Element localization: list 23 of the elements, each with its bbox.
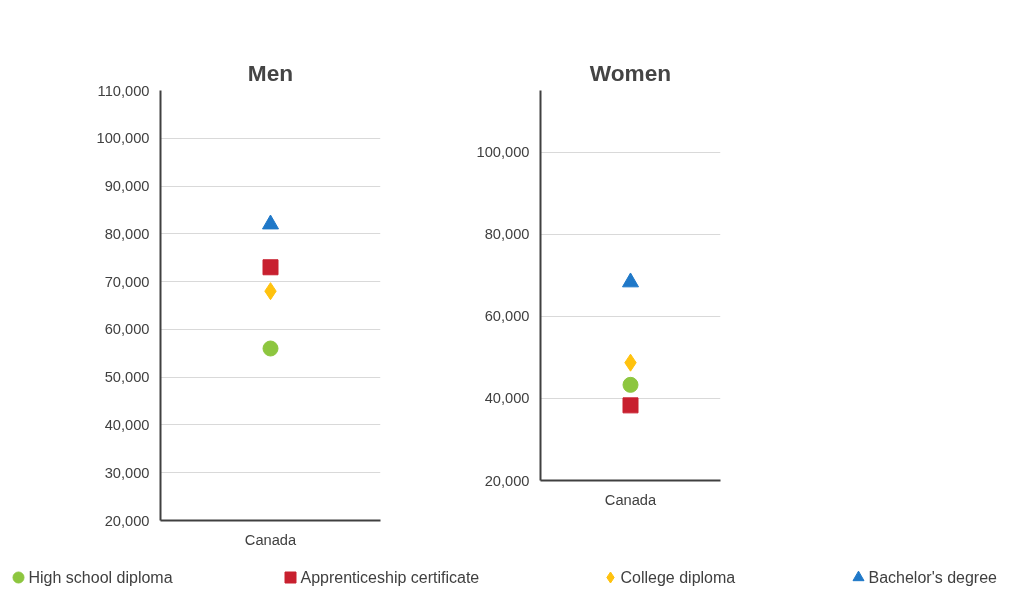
y-tick-label: 20,000 bbox=[484, 472, 530, 489]
y-tick-label: 40,000 bbox=[484, 390, 530, 407]
y-tick-label: 100,000 bbox=[476, 144, 530, 161]
x-tick-label: Canada bbox=[604, 491, 658, 508]
legend-label: Bachelor's degree bbox=[868, 569, 998, 586]
chart-title: Women bbox=[589, 59, 672, 86]
y-tick-label: 80,000 bbox=[484, 226, 530, 243]
legend-label: College diploma bbox=[620, 569, 736, 586]
y-tick-label: 30,000 bbox=[104, 464, 150, 481]
y-tick-label: 20,000 bbox=[104, 512, 150, 529]
x-tick-label: Canada bbox=[244, 531, 298, 548]
legend-label: Apprenticeship certificate bbox=[300, 569, 480, 586]
y-tick-label: 40,000 bbox=[104, 416, 150, 433]
y-tick-label: 70,000 bbox=[104, 273, 150, 290]
y-tick-label: 60,000 bbox=[484, 308, 530, 325]
legend-label: High school diploma bbox=[28, 569, 173, 586]
y-tick-label: 80,000 bbox=[104, 225, 150, 242]
y-tick-label: 50,000 bbox=[104, 369, 150, 386]
y-tick-label: 60,000 bbox=[104, 321, 150, 338]
y-tick-label: 110,000 bbox=[97, 82, 150, 99]
y-tick-label: 90,000 bbox=[104, 178, 150, 195]
y-tick-label: 100,000 bbox=[96, 130, 150, 147]
chart-title: Men bbox=[247, 59, 294, 86]
